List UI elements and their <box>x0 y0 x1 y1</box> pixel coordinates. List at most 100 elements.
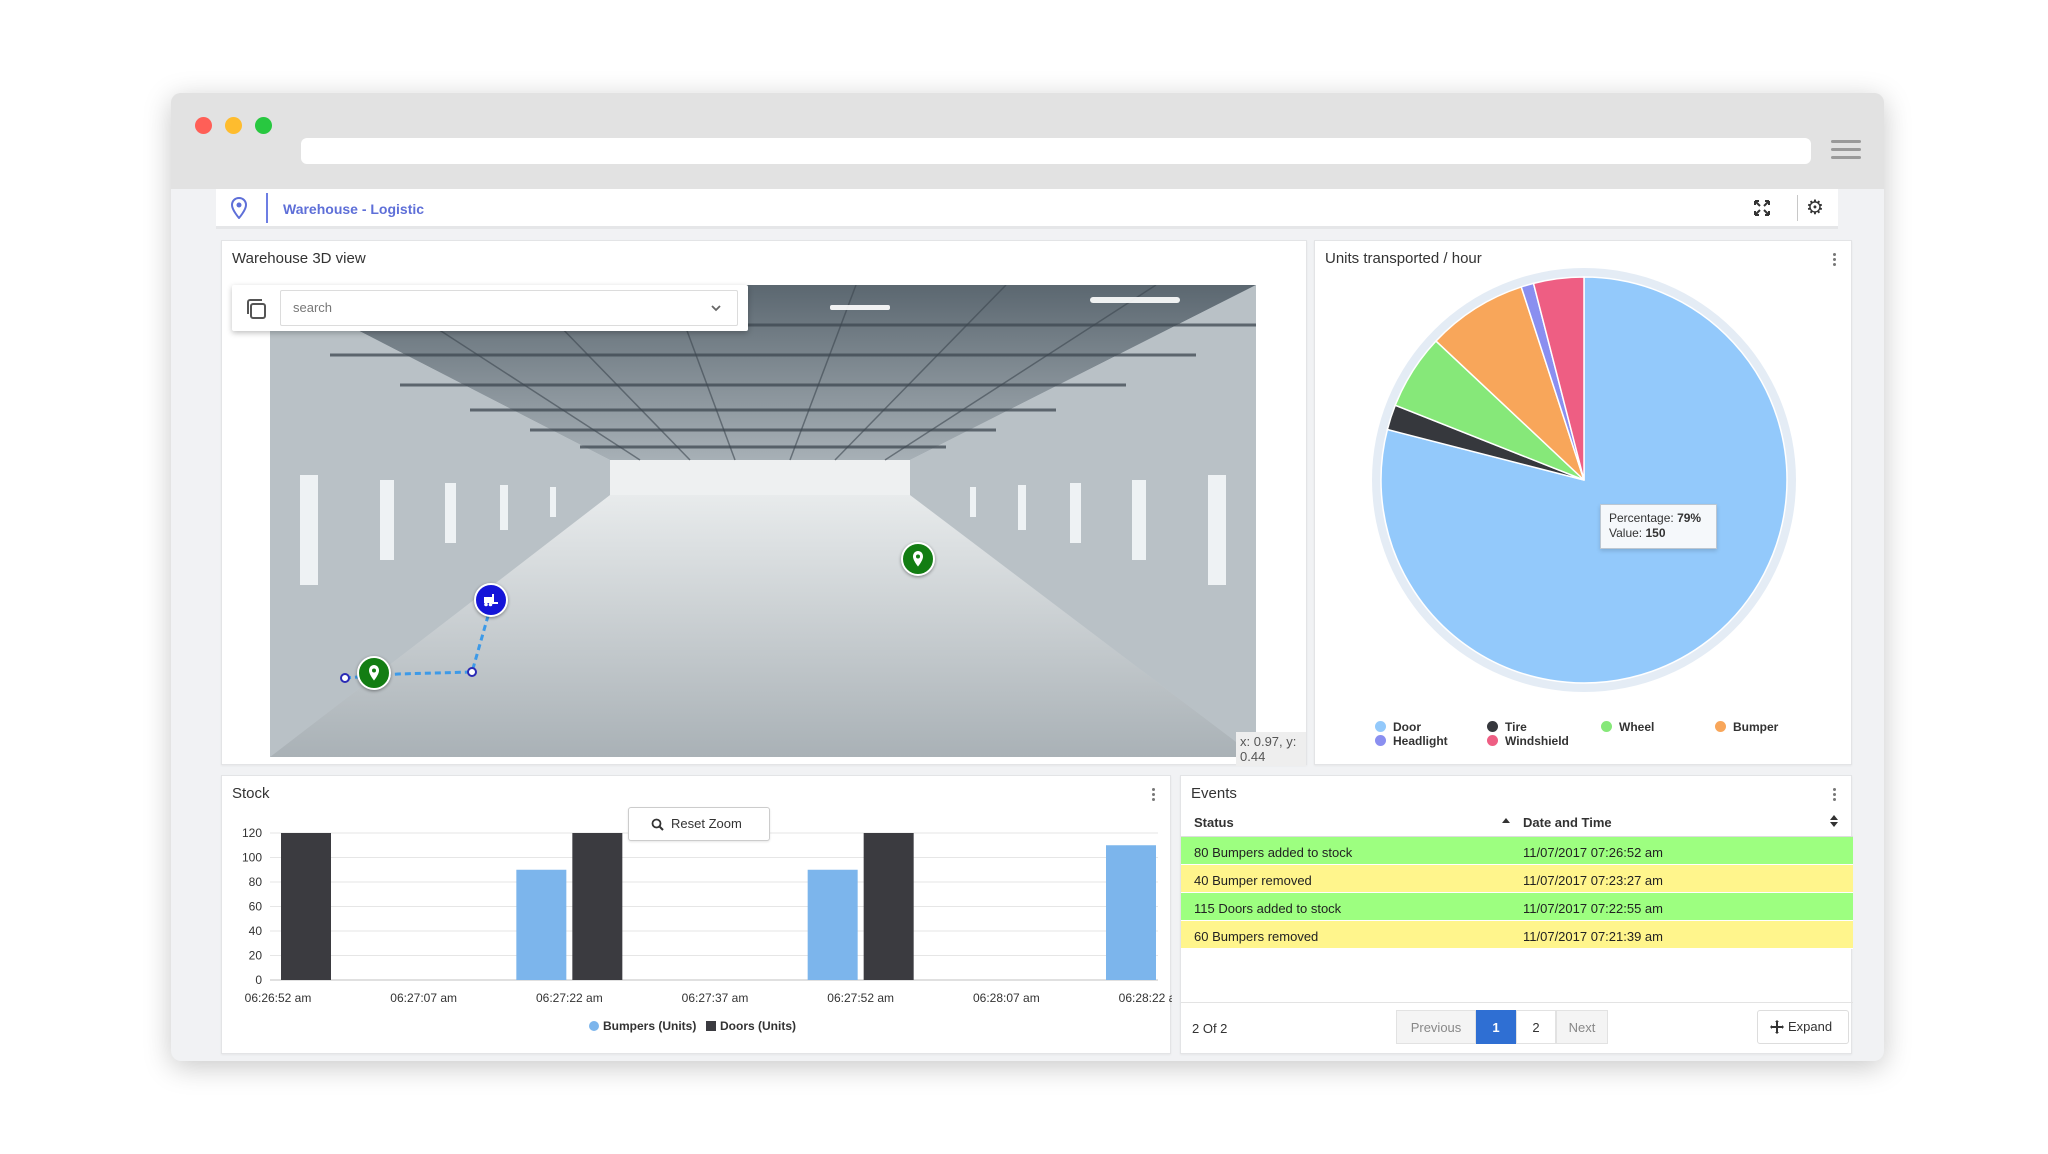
tooltip-value-label: Value: <box>1609 526 1643 540</box>
bar-doors[interactable] <box>863 833 914 980</box>
expand-label: Expand <box>1788 1019 1833 1034</box>
x-tick-label: 06:27:52 am <box>827 991 894 1005</box>
close-window-button[interactable] <box>195 117 212 134</box>
title-bar <box>171 93 1884 189</box>
reset-zoom-button[interactable]: Reset Zoom <box>628 807 770 841</box>
x-tick-label: 06:27:22 am <box>536 991 603 1005</box>
forklift-marker[interactable] <box>474 583 508 617</box>
bar-doors[interactable] <box>281 833 331 980</box>
y-tick-label: 40 <box>249 924 263 938</box>
page-count: 2 Of 2 <box>1192 1021 1228 1036</box>
breadcrumb[interactable]: Warehouse - Logistic <box>283 201 425 217</box>
status-cell: 40 Bumper removed <box>1194 873 1312 888</box>
gear-icon[interactable]: ⚙ <box>1806 197 1824 219</box>
legend-label: Windshield <box>1505 734 1569 748</box>
y-tick-label: 60 <box>249 900 263 914</box>
page-2-button[interactable]: 2 <box>1516 1010 1556 1044</box>
pie-slice-bumper[interactable] <box>1434 285 1585 481</box>
coordinates-readout: x: 0.97, y: 0.44 <box>1236 732 1306 766</box>
search-toolbar: search <box>232 285 748 331</box>
more-options-icon[interactable] <box>1150 788 1156 804</box>
stock-bar-chart[interactable]: 0 20 40 60 80 100 120 06:26:52 am 06:27:07 am 06:… <box>222 776 1172 1055</box>
panel-title: Events <box>1191 785 1237 802</box>
panel-title: Warehouse 3D view <box>232 250 366 267</box>
location-marker[interactable] <box>357 656 391 690</box>
x-tick-label: 06:26:52 am <box>245 991 312 1005</box>
table-row[interactable]: 40 Bumper removed 11/07/2017 07:23:27 am <box>1181 865 1853 893</box>
legend-item-headlight[interactable]: Headlight <box>1375 734 1448 748</box>
bar-doors[interactable] <box>572 833 623 980</box>
fullscreen-icon[interactable] <box>1753 199 1771 217</box>
datetime-cell: 11/07/2017 07:26:52 am <box>1523 845 1663 860</box>
table-row[interactable]: 80 Bumpers added to stock 11/07/2017 07:2… <box>1181 837 1853 865</box>
bar-bumpers[interactable] <box>1106 845 1156 980</box>
status-cell: 115 Doors added to stock <box>1194 901 1342 916</box>
move-icon <box>1770 1020 1784 1034</box>
legend-label[interactable]: Doors (Units) <box>720 1019 796 1033</box>
expand-button[interactable]: Expand <box>1757 1010 1849 1044</box>
table-header: Status Date and Time <box>1181 807 1853 837</box>
events-panel: Events Status Date and Time 80 Bumpers a… <box>1180 775 1853 1054</box>
legend-swatch <box>706 1021 716 1031</box>
legend-label: Tire <box>1505 720 1527 734</box>
more-options-icon[interactable] <box>1831 253 1837 269</box>
table-row[interactable]: 115 Doors added to stock 11/07/2017 07:22… <box>1181 893 1853 921</box>
app-header: Warehouse - Logistic ⚙ <box>216 189 1838 229</box>
column-header-datetime[interactable]: Date and Time <box>1523 815 1612 830</box>
legend-label: Bumper <box>1733 720 1779 734</box>
search-input[interactable]: search <box>280 290 738 326</box>
address-bar[interactable] <box>301 138 1811 164</box>
page-1-button[interactable]: 1 <box>1476 1010 1516 1044</box>
legend-label: Wheel <box>1619 720 1655 734</box>
table-row[interactable]: 60 Bumpers removed 11/07/2017 07:21:39 am <box>1181 921 1853 949</box>
legend-swatch <box>589 1021 599 1031</box>
location-marker[interactable] <box>901 542 935 576</box>
tooltip-pct-value: 79% <box>1677 511 1702 525</box>
legend-label[interactable]: Bumpers (Units) <box>603 1019 696 1033</box>
reset-zoom-label: Reset Zoom <box>671 816 742 831</box>
datetime-cell: 11/07/2017 07:22:55 am <box>1523 901 1663 916</box>
warehouse-3d-scene[interactable] <box>270 285 1256 757</box>
sort-ascending-icon[interactable] <box>1501 816 1511 824</box>
x-tick-label: 06:28:07 am <box>973 991 1040 1005</box>
legend-item-windshield[interactable]: Windshield <box>1487 734 1569 748</box>
bar-bumpers[interactable] <box>516 869 567 980</box>
legend-label: Headlight <box>1393 734 1448 748</box>
menu-icon[interactable] <box>1831 140 1861 162</box>
pie-slice-windshield[interactable] <box>1532 276 1585 481</box>
legend-item-tire[interactable]: Tire <box>1487 720 1527 734</box>
browser-window: Warehouse - Logistic ⚙ Warehouse 3D view <box>171 93 1884 1061</box>
layers-icon[interactable] <box>244 297 268 321</box>
column-header-status[interactable]: Status <box>1194 815 1234 830</box>
bar-bumpers[interactable] <box>807 869 858 980</box>
y-tick-label: 120 <box>242 826 262 840</box>
pie-chart[interactable] <box>1315 241 1853 741</box>
y-tick-label: 100 <box>242 851 262 865</box>
legend-swatch <box>1601 721 1612 732</box>
sort-icon[interactable] <box>1829 814 1839 828</box>
stock-panel: Stock 0 20 40 60 80 100 120 06:26:52 am 06:27:07… <box>221 775 1172 1055</box>
more-options-icon[interactable] <box>1831 788 1837 804</box>
tooltip-pct-label: Percentage: <box>1609 511 1674 525</box>
location-pin-icon <box>230 197 248 219</box>
legend-swatch <box>1375 735 1386 746</box>
previous-page-button[interactable]: Previous <box>1396 1010 1476 1044</box>
chevron-down-icon[interactable] <box>710 302 722 314</box>
panel-title: Stock <box>232 785 270 802</box>
y-tick-label: 20 <box>249 949 263 963</box>
legend-item-bumper[interactable]: Bumper <box>1715 720 1778 734</box>
x-tick-label: 06:27:37 am <box>682 991 749 1005</box>
pie-tooltip: Percentage: 79% Value: 150 <box>1600 504 1717 549</box>
minimize-window-button[interactable] <box>225 117 242 134</box>
x-tick-label: 06:27:07 am <box>390 991 457 1005</box>
next-page-button[interactable]: Next <box>1556 1010 1608 1044</box>
warehouse-image <box>270 285 1256 757</box>
y-tick-label: 0 <box>255 973 262 987</box>
y-tick-label: 80 <box>249 875 263 889</box>
units-transported-panel: Units transported / hour Percentage: 79%… <box>1314 240 1852 765</box>
maximize-window-button[interactable] <box>255 117 272 134</box>
legend-item-door[interactable]: Door <box>1375 720 1421 734</box>
events-table: Status Date and Time 80 Bumpers added to… <box>1181 807 1853 949</box>
legend-swatch <box>1487 735 1498 746</box>
legend-item-wheel[interactable]: Wheel <box>1601 720 1654 734</box>
